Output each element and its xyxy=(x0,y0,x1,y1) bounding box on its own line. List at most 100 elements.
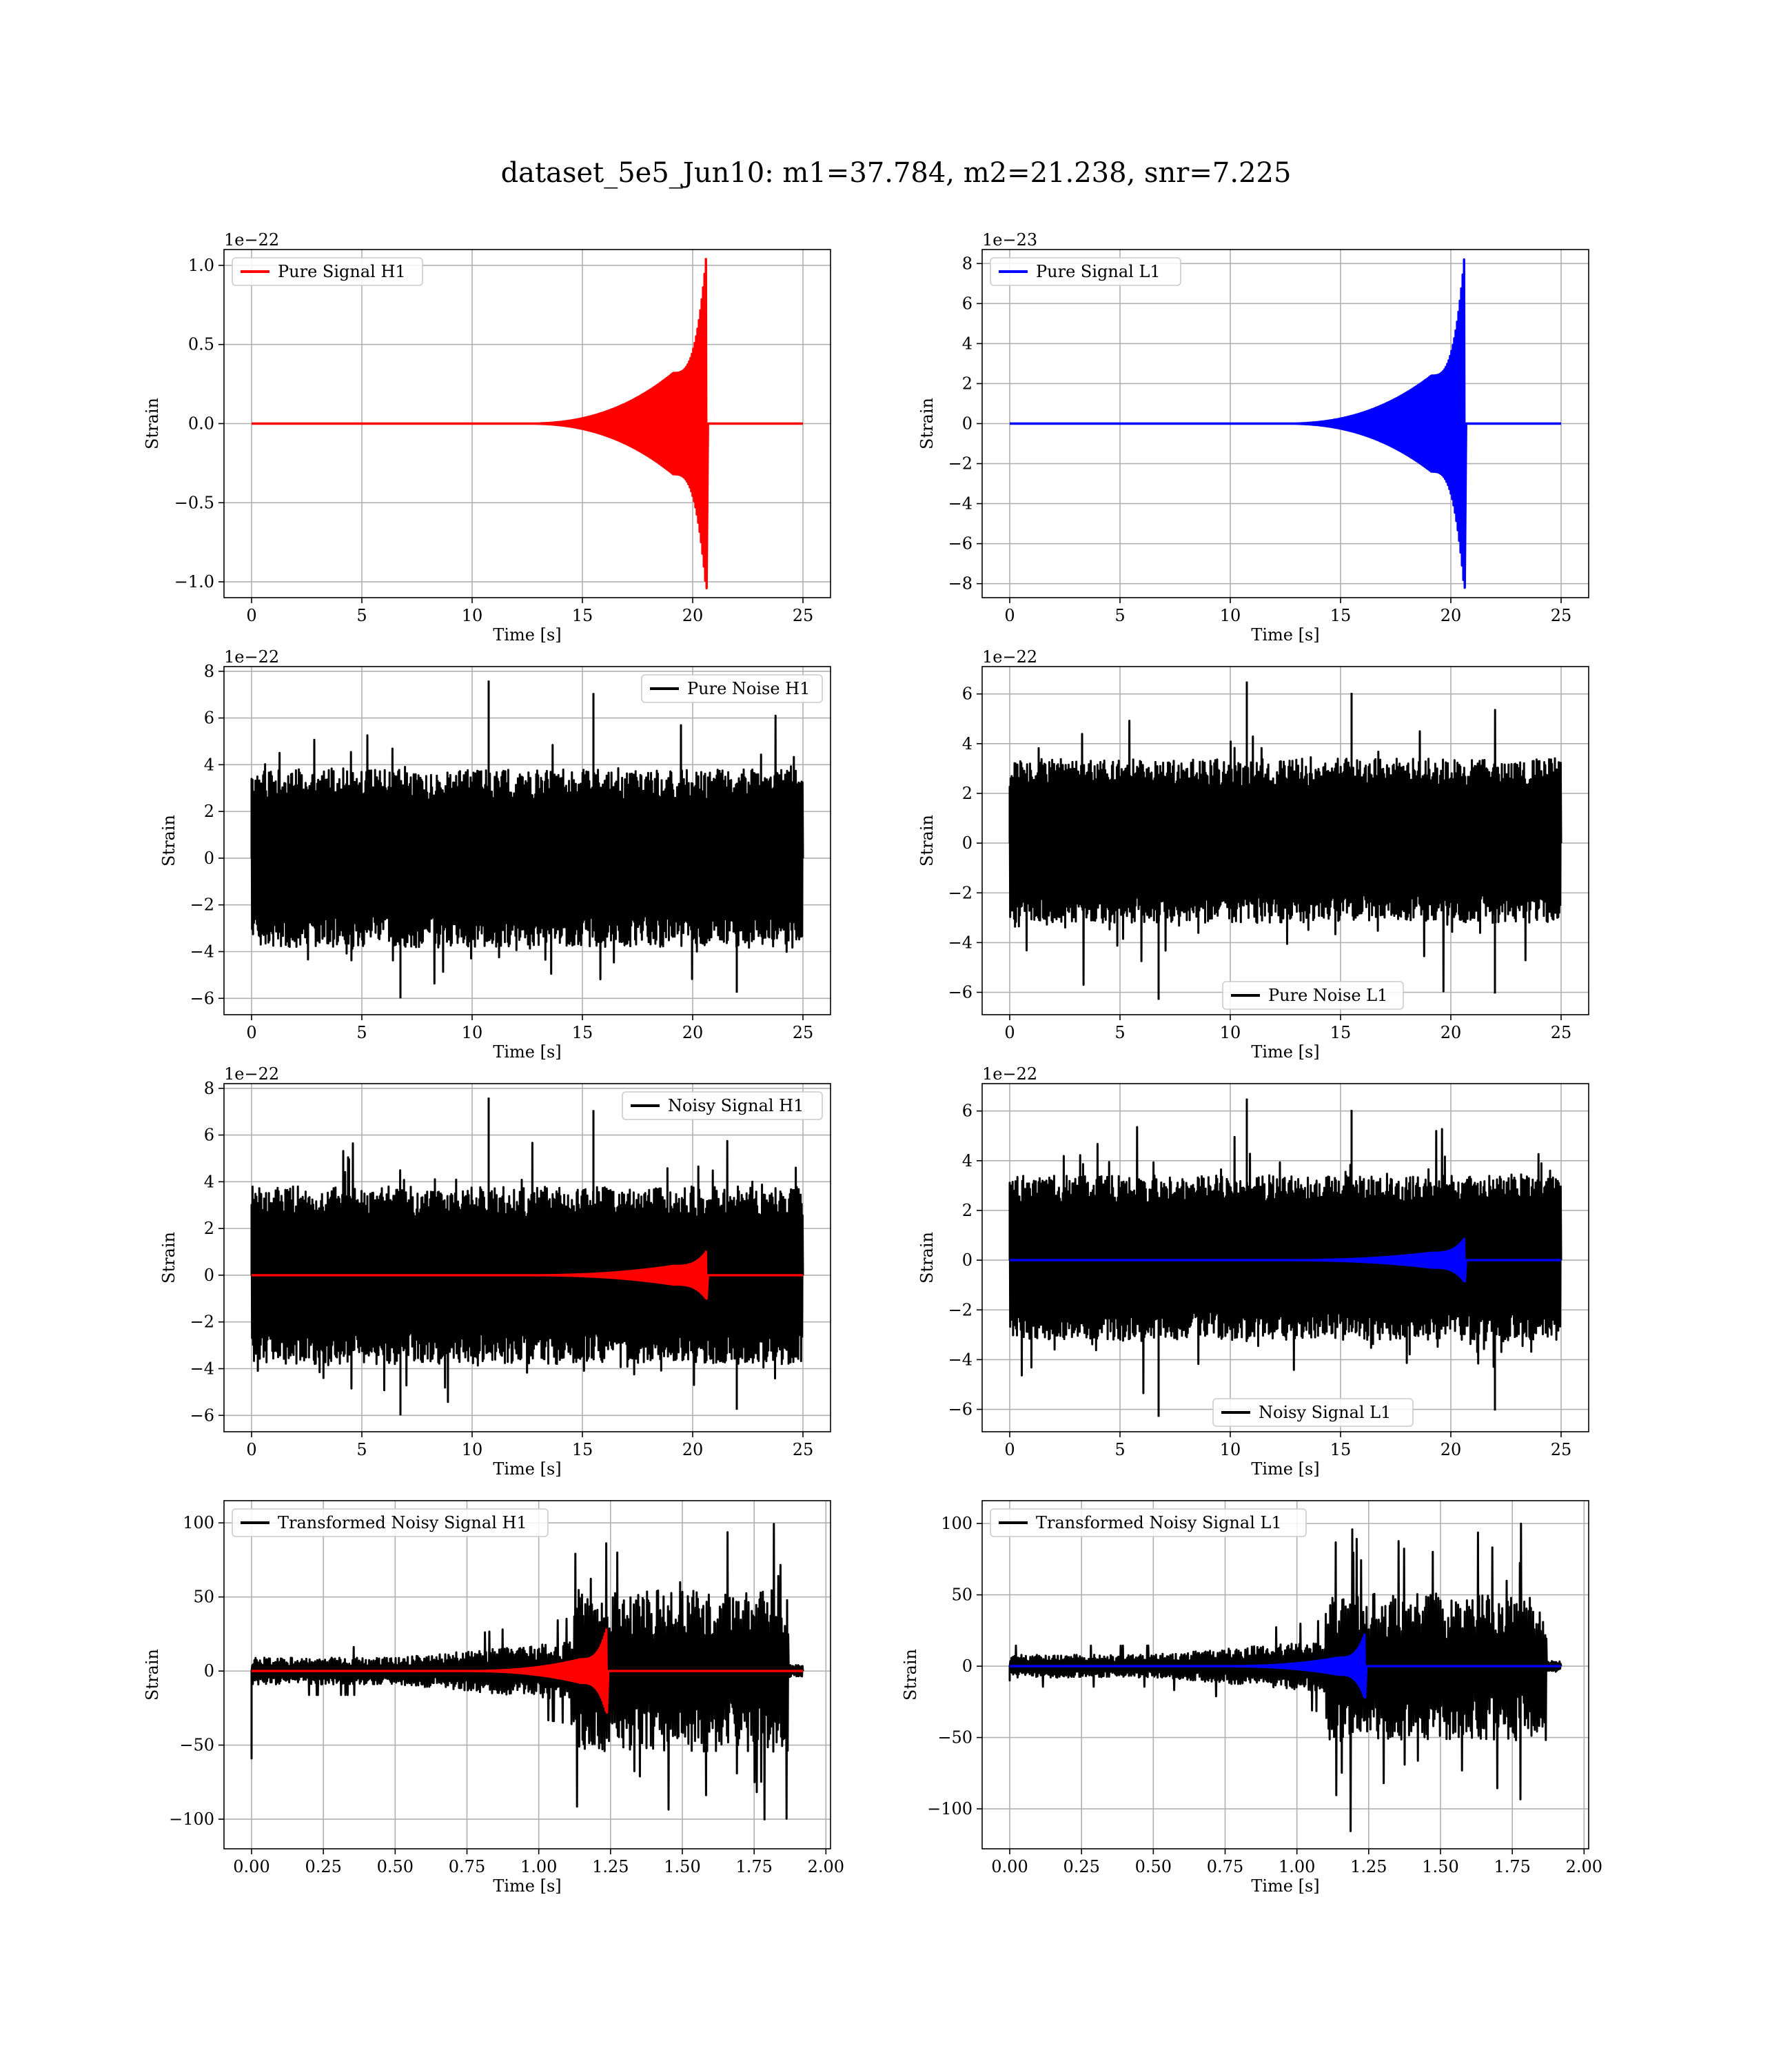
x-tick-label: 0.25 xyxy=(305,1857,341,1876)
axes-frame xyxy=(981,1500,1589,1849)
y-tick-label: −4 xyxy=(190,942,214,961)
y-tick-label: 6 xyxy=(962,294,973,313)
legend-label: Transformed Noisy Signal L1 xyxy=(1036,1513,1282,1532)
x-tick-label: 20 xyxy=(1440,1440,1462,1459)
y-tick-label: 4 xyxy=(204,1172,214,1191)
x-tick-label: 15 xyxy=(1330,1023,1352,1042)
legend: Pure Noise H1 xyxy=(641,674,823,703)
panel-noisy-signal-l1: 0 5 10 15 20 25 −6 −4 −2 0 2 4 6 Time [s] Strain 1e−22 N… xyxy=(917,1064,1589,1479)
y-tick-label: 0 xyxy=(962,1656,973,1676)
panel-pure-noise-l1: 0 5 10 15 20 25 −6 −4 −2 0 2 4 6 Time [s] Strain 1e−22 P… xyxy=(917,647,1589,1062)
x-tick-label: 0.00 xyxy=(991,1857,1028,1876)
y-tick-label: 2 xyxy=(962,784,973,803)
y-tick-label: 2 xyxy=(962,374,973,393)
legend: Pure Noise L1 xyxy=(1222,981,1404,1010)
legend-label: Pure Noise H1 xyxy=(687,679,810,698)
y-tick-label: −2 xyxy=(190,895,214,915)
y-axis-label: Strain xyxy=(159,815,179,866)
y-tick-label: 2 xyxy=(204,802,214,821)
y-tick-label: 8 xyxy=(204,1079,214,1098)
y-tick-label: −50 xyxy=(937,1728,973,1747)
x-axis-label: Time [s] xyxy=(493,625,561,645)
y-tick-label: −2 xyxy=(948,883,973,902)
legend: Noisy Signal H1 xyxy=(622,1091,823,1120)
x-tick-label: 0 xyxy=(246,1023,256,1042)
y-tick-label: 100 xyxy=(183,1513,214,1532)
y-tick-label: −2 xyxy=(948,454,973,474)
x-axis-label: Time [s] xyxy=(1251,1876,1319,1896)
series-line-chirp-overlay xyxy=(252,1250,803,1300)
axes-frame xyxy=(223,666,831,1015)
y-tick-label: −4 xyxy=(190,1359,214,1378)
series-line-pure-signal-h1 xyxy=(252,258,803,589)
x-tick-label: 5 xyxy=(1114,1440,1125,1459)
x-tick-label: 1.50 xyxy=(664,1857,700,1876)
legend: Transformed Noisy Signal H1 xyxy=(232,1508,549,1537)
x-tick-label: 0 xyxy=(1004,1023,1015,1042)
y-tick-label: −6 xyxy=(190,1406,214,1425)
y-axis-label: Strain xyxy=(901,1649,920,1701)
legend-label: Pure Noise L1 xyxy=(1268,986,1387,1005)
y-tick-label: −1.0 xyxy=(174,572,214,591)
panel-pure-noise-h1: 0 5 10 15 20 25 −6 −4 −2 0 2 4 6 8 Time [s] Strain 1e−22… xyxy=(159,647,831,1062)
series-line-noisy-signal-h1 xyxy=(250,1097,804,1416)
legend: Pure Signal H1 xyxy=(232,257,423,286)
x-tick-label: 25 xyxy=(793,606,814,625)
y-tick-label: −50 xyxy=(179,1736,214,1755)
x-tick-label: 10 xyxy=(1220,606,1241,625)
y-tick-label: 100 xyxy=(941,1514,973,1533)
x-tick-label: 1.25 xyxy=(592,1857,629,1876)
y-tick-label: 2 xyxy=(962,1201,973,1220)
y-tick-label: −4 xyxy=(948,1350,973,1369)
x-tick-label: 1.75 xyxy=(735,1857,772,1876)
y-tick-label: −6 xyxy=(190,989,214,1008)
y-axis-label: Strain xyxy=(143,1649,162,1701)
x-tick-label: 15 xyxy=(1330,1440,1352,1459)
x-tick-label: 0 xyxy=(246,606,256,625)
x-tick-label: 25 xyxy=(1551,1023,1572,1042)
legend-label: Pure Signal L1 xyxy=(1036,262,1161,281)
x-tick-label: 0.50 xyxy=(1135,1857,1172,1876)
x-tick-label: 2.00 xyxy=(1566,1857,1602,1876)
y-tick-label: 6 xyxy=(204,1126,214,1145)
y-tick-label: −4 xyxy=(948,494,973,514)
x-axis-label: Time [s] xyxy=(1251,1042,1319,1062)
x-tick-label: 0 xyxy=(246,1440,256,1459)
x-axis-label: Time [s] xyxy=(1251,625,1319,645)
series-line-chirp-overlay xyxy=(1010,1633,1561,1699)
y-tick-label: 0 xyxy=(962,833,973,853)
x-tick-label: 10 xyxy=(462,1440,483,1459)
y-axis-label: Strain xyxy=(917,398,937,449)
series-line-chirp-overlay xyxy=(252,1628,803,1714)
y-tick-label: 50 xyxy=(951,1585,973,1605)
axis-offset-label: 1e−22 xyxy=(982,647,1037,667)
y-tick-label: 6 xyxy=(204,709,214,728)
x-tick-label: 0 xyxy=(1004,606,1015,625)
x-tick-label: 15 xyxy=(572,1023,593,1042)
y-tick-label: 4 xyxy=(962,1151,973,1170)
y-tick-label: −8 xyxy=(948,574,973,594)
x-axis-label: Time [s] xyxy=(493,1459,561,1479)
series-line-pure-signal-l1 xyxy=(1010,258,1561,589)
y-tick-label: 0 xyxy=(204,1266,214,1285)
x-tick-label: 1.75 xyxy=(1494,1857,1530,1876)
y-axis-label: Strain xyxy=(917,1232,937,1284)
x-axis-label: Time [s] xyxy=(1251,1459,1319,1479)
x-tick-label: 20 xyxy=(1440,606,1462,625)
y-tick-label: 4 xyxy=(204,755,214,774)
y-tick-label: 4 xyxy=(962,734,973,753)
panel-transformed-noisy-signal-l1: 0.00 0.25 0.50 0.75 1.00 1.25 1.50 1.75 2.00 −100… xyxy=(901,1500,1602,1896)
x-tick-label: 1.00 xyxy=(1279,1857,1315,1876)
x-tick-label: 0.75 xyxy=(1207,1857,1243,1876)
x-tick-label: 25 xyxy=(1551,1440,1572,1459)
y-tick-label: 0 xyxy=(204,849,214,868)
x-tick-label: 25 xyxy=(793,1023,814,1042)
x-axis-label: Time [s] xyxy=(493,1042,561,1062)
x-tick-label: 0.00 xyxy=(233,1857,269,1876)
legend: Transformed Noisy Signal L1 xyxy=(990,1508,1307,1537)
x-tick-label: 20 xyxy=(682,1440,704,1459)
x-tick-label: 25 xyxy=(793,1440,814,1459)
legend-label: Noisy Signal H1 xyxy=(668,1096,804,1115)
x-axis-label: Time [s] xyxy=(493,1876,561,1896)
x-tick-label: 10 xyxy=(462,1023,483,1042)
